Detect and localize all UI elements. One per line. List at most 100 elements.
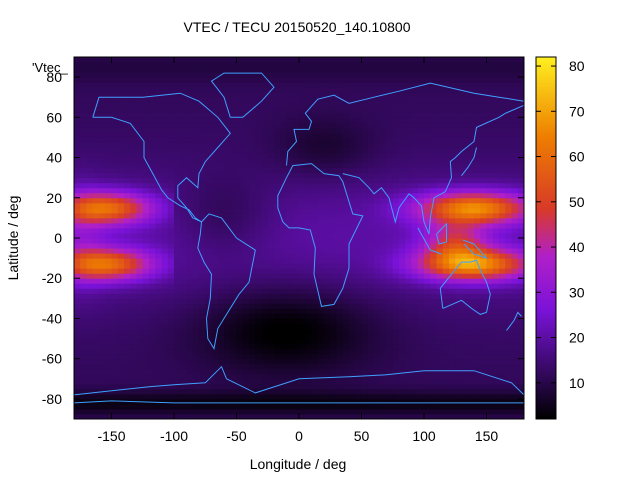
heatmap-cell (205, 77, 212, 83)
heatmap-cell (192, 293, 200, 299)
heatmap-cell (474, 378, 481, 385)
heatmap-cell (280, 393, 287, 400)
heatmap-cell (417, 177, 425, 184)
heatmap-cell (255, 192, 262, 199)
heatmap-cell (361, 72, 369, 78)
heatmap-cell (324, 278, 331, 284)
heatmap-cell (324, 368, 331, 375)
heatmap-cell (342, 278, 350, 284)
heatmap-cell (336, 308, 344, 314)
heatmap-cell (80, 293, 87, 299)
heatmap-cell (480, 57, 487, 63)
heatmap-cell (455, 283, 462, 289)
heatmap-cell (117, 313, 125, 319)
heatmap-cell (149, 232, 156, 239)
heatmap-cell (211, 107, 219, 113)
heatmap-cell (399, 182, 406, 189)
heatmap-cell (136, 368, 144, 375)
heatmap-cell (155, 363, 162, 370)
heatmap-cell (105, 147, 112, 154)
heatmap-cell (142, 293, 150, 299)
heatmap-cell (467, 313, 475, 319)
heatmap-cell (92, 132, 100, 138)
heatmap-cell (392, 268, 400, 274)
heatmap-cell (155, 87, 162, 93)
heatmap-cell (430, 303, 437, 309)
heatmap-cell (305, 348, 312, 355)
heatmap-cell (374, 132, 381, 138)
heatmap-cell (261, 243, 269, 249)
heatmap-cell (305, 207, 312, 214)
heatmap-cell (349, 333, 356, 340)
heatmap-cell (417, 127, 425, 133)
heatmap-cell (105, 167, 112, 174)
heatmap-cell (111, 413, 119, 420)
heatmap-cell (355, 398, 362, 405)
heatmap-cell (317, 207, 325, 214)
heatmap-cell (117, 137, 125, 143)
heatmap-cell (405, 398, 412, 405)
heatmap-cell (249, 197, 256, 204)
heatmap-cell (336, 393, 344, 400)
heatmap-cell (442, 132, 450, 138)
heatmap-cell (149, 353, 156, 360)
heatmap-cell (499, 202, 506, 209)
heatmap-cell (142, 232, 150, 239)
heatmap-cell (242, 157, 250, 164)
heatmap-cell (474, 192, 481, 199)
heatmap-cell (199, 368, 206, 375)
heatmap-cell (442, 167, 450, 174)
heatmap-cell (180, 388, 187, 395)
heatmap-cell (467, 303, 475, 309)
heatmap-cell (430, 167, 437, 174)
heatmap-cell (480, 328, 487, 335)
heatmap-cell (111, 142, 119, 148)
heatmap-cell (261, 348, 269, 355)
heatmap-cell (486, 77, 494, 83)
heatmap-cell (74, 303, 81, 309)
heatmap-cell (161, 278, 169, 284)
heatmap-cell (480, 263, 487, 269)
heatmap-cell (367, 122, 375, 128)
heatmap-cell (374, 152, 381, 159)
heatmap-cell (430, 308, 437, 314)
heatmap-cell (336, 283, 344, 289)
heatmap-cell (467, 87, 475, 93)
heatmap-cell (186, 232, 194, 239)
heatmap-cell (217, 67, 225, 73)
heatmap-cell (367, 222, 375, 229)
heatmap-cell (217, 273, 225, 279)
heatmap-cell (411, 72, 419, 78)
heatmap-cell (124, 172, 131, 179)
heatmap-cell (292, 413, 300, 420)
heatmap-cell (136, 288, 144, 294)
heatmap-cell (355, 197, 362, 204)
heatmap-cell (211, 102, 219, 108)
heatmap-cell (117, 403, 125, 410)
heatmap-cell (261, 122, 269, 128)
heatmap-cell (311, 107, 319, 113)
heatmap-cell (386, 152, 394, 159)
heatmap-cell (224, 147, 231, 154)
heatmap-cell (399, 112, 406, 118)
heatmap-cell (111, 388, 119, 395)
heatmap-cell (86, 358, 94, 365)
heatmap-cell (474, 323, 481, 329)
heatmap-cell (205, 348, 212, 355)
heatmap-cell (80, 243, 87, 249)
heatmap-cell (117, 72, 125, 78)
heatmap-cell (386, 117, 394, 123)
heatmap-cell (405, 343, 412, 350)
heatmap-cell (74, 258, 81, 264)
heatmap-cell (124, 232, 131, 239)
heatmap-cell (417, 92, 425, 98)
heatmap-cell (474, 107, 481, 113)
heatmap-cell (92, 177, 100, 184)
heatmap-cell (467, 353, 475, 360)
heatmap-cell (274, 258, 281, 264)
heatmap-cell (324, 142, 331, 148)
heatmap-cell (174, 243, 181, 249)
heatmap-cell (174, 227, 181, 234)
heatmap-cell (174, 102, 181, 108)
heatmap-cell (349, 202, 356, 209)
